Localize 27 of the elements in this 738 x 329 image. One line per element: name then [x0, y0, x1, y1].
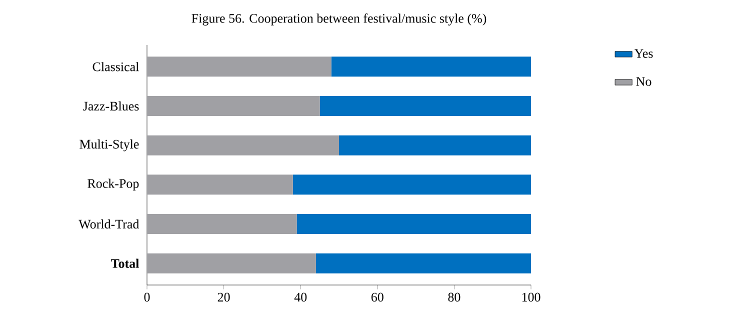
bar: [296, 214, 532, 234]
legend-label: Yes: [634, 49, 653, 58]
y-tick-label: Jazz-Blues: [83, 101, 139, 111]
bar: [331, 56, 532, 77]
bar: [147, 96, 320, 116]
bar: [320, 96, 532, 116]
y-tick-label: Total: [110, 258, 139, 268]
x-tick-label: 40: [294, 292, 307, 302]
y-tick-label: Multi-Style: [80, 139, 139, 152]
x-tick-label: 80: [448, 292, 460, 302]
x-tick-label: 20: [218, 292, 230, 302]
bar: [147, 214, 297, 234]
bar: [339, 135, 532, 156]
bar: [147, 174, 293, 195]
chart-title: Figure 56. Cooperation between festival/music style (%): [192, 14, 486, 26]
bar: [147, 253, 316, 274]
y-tick-label: Classical: [92, 62, 139, 72]
bar: [316, 253, 532, 274]
x-tick-label: 60: [371, 292, 384, 302]
y-tick-label: Rock-Pop: [88, 178, 139, 191]
bar: [292, 174, 532, 195]
x-tick-label: 100: [522, 292, 540, 302]
legend-label: No: [636, 77, 652, 86]
x-tick-label: 0: [144, 292, 150, 302]
y-tick-label: World-Trad: [78, 219, 140, 229]
bar: [147, 135, 339, 156]
bar: [147, 56, 332, 77]
